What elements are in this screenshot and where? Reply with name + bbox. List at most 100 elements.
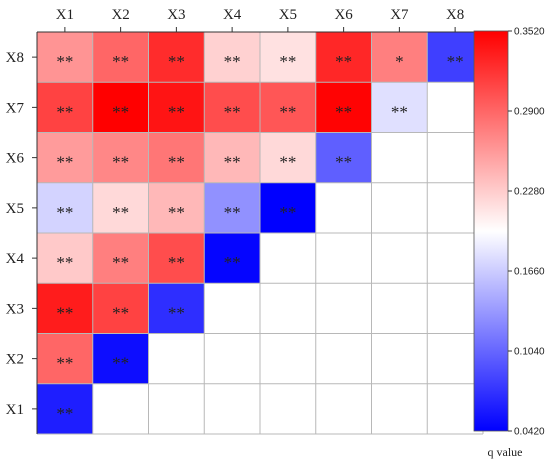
y-tick-label: X1 (6, 402, 24, 418)
significance-label: ** (56, 303, 73, 322)
colorbar-tick-label: 0.2900 (514, 107, 545, 118)
significance-label: ** (335, 52, 352, 71)
heatmap-cell-X4-X4 (204, 233, 260, 284)
significance-label: ** (447, 52, 464, 71)
heatmap-cell-X6-X5 (260, 132, 316, 183)
y-tick-label: X4 (6, 251, 25, 267)
colorbar-gradient (473, 30, 509, 432)
significance-label: ** (112, 354, 129, 373)
x-tick-label: X3 (167, 7, 185, 23)
heatmap-cell-X3-X3 (148, 283, 205, 334)
significance-label: ** (224, 153, 241, 172)
x-tick-label: X1 (56, 7, 74, 23)
significance-label: ** (56, 52, 73, 71)
heatmap-cell-X4-X2 (92, 233, 149, 284)
y-tick-label: X3 (6, 301, 24, 317)
significance-label: ** (168, 52, 185, 71)
heatmap-cell-X6-X3 (148, 132, 205, 183)
significance-label: ** (168, 102, 185, 121)
heatmap-cell-X4-X1 (37, 233, 93, 284)
heatmap-cell-X5-X1 (37, 182, 93, 233)
heatmap-cell-X1-X1 (37, 383, 93, 434)
significance-label: ** (224, 203, 241, 222)
heatmap-cell-X7-X3 (148, 82, 205, 133)
x-tick-label: X2 (111, 7, 129, 23)
heatmap-cell-X8-X5 (260, 32, 316, 83)
significance-label: ** (168, 153, 185, 172)
colorbar-tick-label: 0.0420 (514, 427, 545, 438)
y-tick-label: X5 (6, 201, 24, 217)
significance-label: ** (279, 102, 296, 121)
y-tick-label: X6 (6, 151, 25, 167)
heatmap-cell-X7-X6 (315, 82, 372, 133)
significance-label: ** (279, 52, 296, 71)
significance-label: ** (224, 52, 241, 71)
significance-label: ** (168, 303, 185, 322)
colorbar-tick-label: 0.1040 (514, 347, 545, 358)
heatmap-cell-X8-X4 (204, 32, 260, 83)
annotations-layer: ** ** ** ** ** ** * **** ** ** ** ** ** **** ** ** ** ** *… (56, 52, 463, 423)
significance-label: ** (56, 404, 73, 423)
heatmap-cell-X8-X1 (37, 32, 93, 83)
x-tick-label: X4 (223, 7, 242, 23)
significance-label: ** (279, 203, 296, 222)
colorbar-title: q value (488, 445, 523, 459)
y-tick-label: X2 (6, 352, 24, 368)
heatmap-cell-X5-X4 (204, 182, 260, 233)
heatmap-cell-X8-X6 (315, 32, 372, 83)
significance-label: ** (112, 203, 129, 222)
significance-label: ** (224, 102, 241, 121)
significance-label: ** (335, 102, 352, 121)
y-tick-label: X8 (6, 50, 24, 66)
heatmap-cell-X6-X4 (204, 132, 260, 183)
axes-layer: X1 X2 X3 X4 X5 X6 X7 X8 X8 X7 X6 X5 X4 X3 X2 X1 (6, 7, 483, 434)
heatmap-cell-X5-X5 (260, 182, 316, 233)
significance-label: ** (112, 153, 129, 172)
significance-label: ** (112, 102, 129, 121)
significance-label: ** (335, 153, 352, 172)
colorbar-tick-label: 0.3520 (514, 27, 545, 38)
heatmap-cell-X8-X3 (148, 32, 205, 83)
heatmap-cell-X7-X2 (92, 82, 149, 133)
heatmap-cell-X6-X1 (37, 132, 93, 183)
heatmap-cell-X3-X1 (37, 283, 93, 334)
colorbar-tick-label: 0.1660 (514, 267, 545, 278)
significance-label: ** (112, 253, 129, 272)
y-tick-label: X7 (6, 100, 25, 116)
significance-label: ** (112, 52, 129, 71)
heatmap-cell-X2-X2 (92, 333, 149, 384)
heatmap-cell-X5-X3 (148, 182, 205, 233)
heatmap-cell-X7-X4 (204, 82, 260, 133)
heatmap-cell-X7-X7 (371, 82, 428, 133)
significance-label: ** (224, 253, 241, 272)
heatmap-cell-X8-X2 (92, 32, 149, 83)
significance-label: ** (391, 102, 408, 121)
significance-label: ** (56, 203, 73, 222)
x-tick-label: X6 (334, 7, 353, 23)
significance-label: * (395, 52, 404, 71)
heatmap-cell-X7-X1 (37, 82, 93, 133)
heatmap-cell-X6-X6 (315, 132, 372, 183)
heatmap-cell-X6-X2 (92, 132, 149, 183)
significance-label: ** (168, 203, 185, 222)
x-tick-label: X5 (279, 7, 297, 23)
x-tick-label: X8 (446, 7, 464, 23)
heatmap-cell-X8-X7 (371, 32, 428, 83)
colorbar-tick-label: 0.2280 (514, 187, 545, 198)
significance-label: ** (168, 253, 185, 272)
heatmap-cell-X5-X2 (92, 182, 149, 233)
heatmap-cell-X3-X2 (92, 283, 149, 334)
x-tick-label: X7 (390, 7, 409, 23)
significance-label: ** (56, 153, 73, 172)
colorbar: 0.0420 0.1040 0.1660 0.2280 0.2900 0.3520 q va… (473, 27, 545, 459)
significance-label: ** (56, 102, 73, 121)
heatmap-cell-X4-X3 (148, 233, 205, 284)
heatmap-cell-X2-X1 (37, 333, 93, 384)
significance-label: ** (56, 253, 73, 272)
significance-label: ** (112, 303, 129, 322)
heatmap-cell-X7-X5 (260, 82, 316, 133)
significance-label: ** (279, 153, 296, 172)
significance-label: ** (56, 354, 73, 373)
